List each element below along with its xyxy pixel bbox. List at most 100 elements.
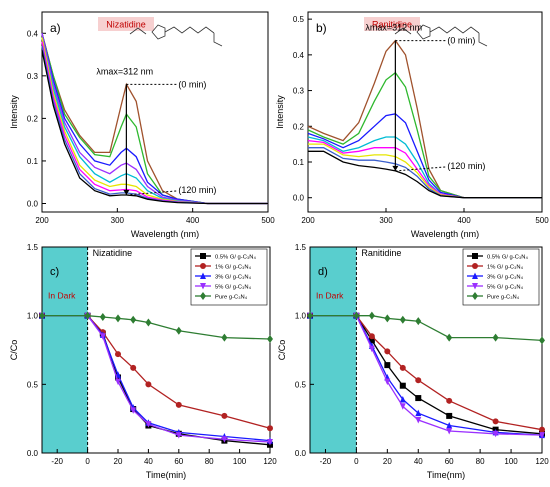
- legend-entry: 0.5% G/ g-C₃N₄: [487, 255, 528, 261]
- x-tick-label: 300: [379, 216, 393, 225]
- x-tick-label: 40: [414, 457, 423, 466]
- data-point: [267, 425, 273, 432]
- y-tick-label: 0.0: [293, 194, 305, 203]
- y-axis-label: Intensity: [9, 95, 19, 129]
- data-point: [39, 311, 45, 320]
- x-tick-label: 500: [535, 216, 549, 225]
- series-line: [41, 37, 268, 205]
- end-leader: [126, 190, 177, 196]
- legend-entry: 0.5% G/ g-C₃N₄: [215, 255, 256, 261]
- y-tick-label: 1.5: [27, 243, 39, 252]
- x-tick-label: 400: [457, 216, 471, 225]
- x-tick-label: 400: [186, 216, 200, 225]
- dark-region: [42, 247, 88, 453]
- legend-entry: 5% G/ g-C₃N₄: [215, 285, 252, 291]
- y-tick-label: 0.0: [27, 449, 39, 458]
- panel-label: a): [50, 21, 61, 35]
- data-point: [446, 412, 453, 419]
- x-tick-label: 500: [261, 216, 275, 225]
- data-point: [399, 403, 406, 410]
- series-line: [41, 33, 268, 205]
- data-point: [492, 333, 499, 342]
- data-point: [399, 382, 406, 389]
- data-point: [415, 395, 422, 402]
- data-point: [384, 314, 391, 323]
- x-tick-label: -20: [320, 457, 332, 466]
- legend-entry: 1% G/ g-C₃N₄: [215, 265, 252, 271]
- panel-d: In Dark -20 0 20 40 60 80 100 120 0.0 0.5 1.0 1.5 Tim…: [277, 243, 549, 480]
- panel-label: d): [318, 266, 328, 278]
- y-tick-label: 0.3: [27, 72, 39, 81]
- y-tick-label: 0.3: [293, 87, 305, 96]
- x-tick-label: 80: [205, 457, 214, 466]
- compound-label-box: [364, 17, 420, 31]
- y-tick-label: 1.0: [295, 312, 307, 321]
- panel-label: b): [316, 21, 327, 35]
- data-point: [200, 263, 206, 269]
- x-tick-label: 60: [445, 457, 454, 466]
- data-point: [200, 253, 206, 259]
- data-point: [145, 381, 152, 388]
- y-tick-label: 0.5: [27, 380, 39, 389]
- series-line: [41, 37, 268, 205]
- molecule-chain: [429, 26, 480, 34]
- data-point: [115, 351, 121, 358]
- y-tick-label: 0.1: [293, 158, 305, 167]
- data-point: [399, 315, 406, 324]
- series-line: [41, 45, 268, 205]
- data-point: [307, 311, 313, 320]
- start-label: (0 min): [178, 79, 206, 89]
- data-point: [175, 326, 182, 335]
- compound-label: Nizatidine: [93, 248, 133, 258]
- y-tick-label: 0.4: [293, 51, 305, 60]
- data-point: [353, 311, 360, 320]
- x-tick-label: 80: [476, 457, 485, 466]
- decay-arrowhead: [123, 189, 130, 195]
- y-tick-label: 0.0: [295, 449, 307, 458]
- data-point: [84, 311, 91, 320]
- data-point: [472, 292, 478, 300]
- legend: 0.5% G/ g-C₃N₄ 1% G/ g-C₃N₄ 3% G/ g-C₃N₄ 5%…: [190, 248, 268, 306]
- series-line: [308, 150, 542, 199]
- molecule-branch: [213, 33, 223, 47]
- data-point: [145, 318, 152, 327]
- series-line: [41, 33, 268, 205]
- data-point: [200, 292, 206, 300]
- compound-label-box: [98, 17, 154, 31]
- data-point: [130, 407, 137, 414]
- end-label: (120 min): [447, 161, 485, 171]
- y-axis-label: C/Co: [9, 340, 19, 361]
- data-point: [446, 333, 453, 342]
- legend: 0.5% G/ g-C₃N₄ 1% G/ g-C₃N₄ 3% G/ g-C₃N₄ 5%…: [462, 248, 540, 306]
- data-point: [130, 364, 137, 371]
- legend-entry: Pure g-C₃N₄: [215, 295, 248, 301]
- data-point: [267, 335, 273, 344]
- data-point: [472, 272, 478, 279]
- data-point: [446, 422, 453, 429]
- plot-frame: [41, 246, 271, 454]
- molecule-bond: [394, 27, 412, 35]
- legend-entry: 1% G/ g-C₃N₄: [487, 265, 524, 271]
- lambda-max-label: λmax=312 nm: [96, 66, 153, 76]
- data-point: [472, 283, 478, 290]
- y-axis-label: Intensity: [275, 95, 285, 129]
- data-point: [492, 430, 499, 438]
- x-tick-label: 40: [144, 457, 153, 466]
- y-tick-label: 0.1: [27, 157, 39, 166]
- data-point: [415, 377, 422, 384]
- y-tick-label: 0.5: [293, 15, 305, 24]
- x-tick-label: 60: [174, 457, 183, 466]
- x-tick-label: 120: [535, 457, 549, 466]
- dark-label: In Dark: [316, 291, 344, 301]
- y-tick-label: 0.5: [295, 380, 307, 389]
- data-point: [384, 348, 391, 355]
- data-point: [115, 314, 121, 323]
- data-point: [368, 333, 375, 340]
- legend-entry: 3% G/ g-C₃N₄: [215, 275, 252, 281]
- compound-label: Ranitidine: [372, 20, 412, 30]
- data-point: [368, 311, 375, 320]
- panel-label: c): [50, 266, 59, 278]
- panel-a: 200 300 400 500 0.0 0.1 0.2 0.3 0.4 Wavelength (n…: [9, 11, 275, 239]
- x-tick-label: 0: [85, 457, 90, 466]
